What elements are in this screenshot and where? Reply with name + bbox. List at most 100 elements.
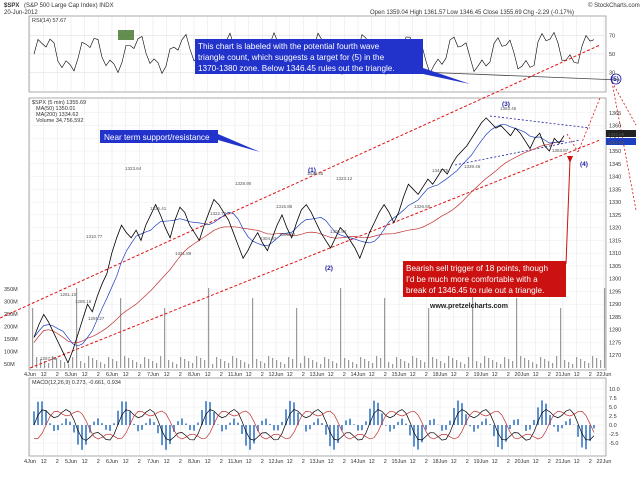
x-tick-label: 2 [261, 459, 264, 465]
price-level-label: 1316.85 [276, 204, 293, 209]
macd-hist-bar [401, 418, 403, 425]
macd-signal-line [33, 410, 595, 440]
ohlc-change: Chg -2.29 (-0.17%) [523, 10, 574, 16]
price-level-label: 1285.16 [75, 299, 92, 304]
volume-bar [236, 358, 238, 368]
macd-hist-bar [125, 401, 127, 425]
volume-bar [392, 364, 394, 368]
macd-histogram [33, 400, 595, 450]
macd-hist-bar [293, 402, 295, 425]
volume-bar [96, 360, 98, 368]
volume-bar [444, 363, 446, 368]
volume-bar [352, 362, 354, 368]
bottom-note-line-3: break of 1346.45 to rule out a triangle. [406, 286, 544, 295]
macd-hist-bar [405, 423, 407, 425]
x-tick-label: 2 [56, 372, 59, 378]
price-tick-label: 1335 [609, 187, 621, 193]
macd-hist-bar [81, 425, 83, 450]
x-tick-label: 2 [425, 372, 428, 378]
volume-bar [464, 364, 466, 368]
price-level-label: 1304.93 [260, 236, 277, 241]
volume-bar [440, 361, 442, 368]
macd-hist-bar [469, 425, 471, 427]
volume-bar [516, 298, 518, 368]
volume-bar [264, 363, 266, 368]
triangle-lower-line [454, 139, 581, 166]
volume-bar [224, 361, 226, 368]
chart-date: 20-Jun-2012 [4, 10, 38, 16]
support-note-pointer [218, 134, 260, 152]
x-tick-label: 2 [97, 372, 100, 378]
last-price-tag [606, 130, 636, 137]
volume-bar [488, 358, 490, 368]
volume-bar [416, 358, 418, 368]
volume-bar [152, 361, 154, 368]
rsi-axis-ticks: 30 50 70 [609, 34, 615, 77]
x-tick-label: 15Jun [392, 372, 407, 378]
macd-hist-bar [273, 425, 275, 431]
volume-bar [316, 362, 318, 368]
volume-bar [528, 360, 530, 368]
volume-bar [432, 357, 434, 368]
volume-bar [48, 363, 50, 368]
x-tick-label: 2 [425, 459, 428, 465]
x-tick-label: 2 [138, 372, 141, 378]
price-level-label: 1281.10 [60, 292, 77, 297]
macd-hist-bar [349, 418, 351, 425]
volume-bar [300, 363, 302, 368]
price-tick-label: 1315 [609, 238, 621, 244]
macd-hist-bar [53, 425, 55, 432]
macd-hist-bar [417, 425, 419, 450]
macd-hist-bar [177, 421, 179, 425]
macd-hist-bar [297, 412, 299, 425]
price-label: $SPX (5 min) 1355.69 [32, 100, 86, 106]
bottom-note-line-2: I'd be much more comfortable with a [406, 275, 538, 284]
volume-bar [332, 361, 334, 368]
macd-hist-bar [225, 425, 227, 430]
macd-hist-bar [101, 423, 103, 425]
volume-bar [192, 363, 194, 368]
volume-bar [292, 359, 294, 368]
macd-hist-bar [433, 418, 435, 425]
volume-bar [412, 356, 414, 368]
x-tick-label: 12 [123, 372, 129, 378]
x-tick-label: 8Jun [188, 459, 200, 465]
volume-bar [188, 361, 190, 368]
price-level-label: 1322.70 [210, 211, 227, 216]
projection-line-c [611, 81, 637, 126]
macd-hist-bar [493, 425, 495, 437]
x-tick-label: 12 [328, 459, 334, 465]
price-tick-label: 1295 [609, 289, 621, 295]
macd-hist-bar [89, 425, 91, 433]
x-tick-label: 2 [302, 459, 305, 465]
volume-bar [252, 298, 254, 368]
macd-hist-bar [337, 425, 339, 443]
macd-hist-bar [345, 420, 347, 425]
macd-hist-bar [33, 411, 35, 425]
x-tick-label: 8Jun [188, 372, 200, 378]
x-tick-label: 2 [97, 459, 100, 465]
price-panel [28, 97, 607, 371]
volume-bar [584, 361, 586, 368]
x-tick-label: 12Jun [269, 459, 284, 465]
x-tick-label: 12 [410, 372, 416, 378]
volume-bar [104, 364, 106, 368]
price-tick-label: 1305 [609, 264, 621, 270]
volume-bar [268, 356, 270, 368]
volume-bar [436, 359, 438, 368]
x-tick-label: 2 [384, 459, 387, 465]
x-tick-label: 12 [533, 372, 539, 378]
x-tick-label: 12 [41, 459, 47, 465]
x-tick-label: 15Jun [392, 459, 407, 465]
projection-line-d [611, 81, 637, 211]
macd-hist-bar [229, 422, 231, 425]
volume-bar [60, 360, 62, 368]
volume-bar [308, 358, 310, 368]
macd-hist-bar [77, 425, 79, 445]
macd-hist-bar [329, 425, 331, 447]
macd-hist-bar [113, 423, 115, 425]
macd-hist-bar [525, 425, 527, 431]
macd-tick-label: 0.0 [609, 423, 617, 429]
volume-bar [284, 364, 286, 368]
chart-symbol: $SPX [4, 3, 19, 9]
